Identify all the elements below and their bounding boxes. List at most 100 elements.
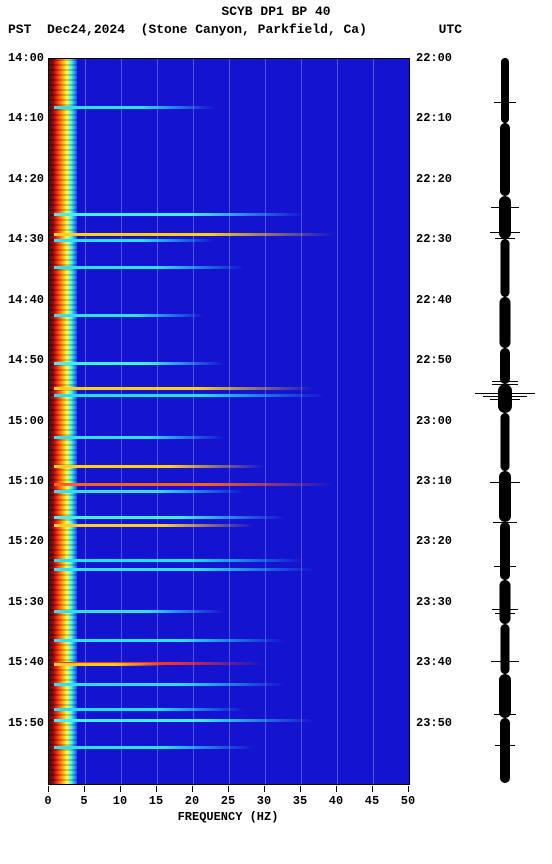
spectral-event bbox=[54, 719, 314, 722]
spectral-event bbox=[54, 266, 244, 269]
gridline bbox=[373, 59, 374, 784]
y-tick-left: 15:30 bbox=[8, 595, 44, 609]
x-tick-label: 10 bbox=[113, 794, 127, 808]
waveform-trace bbox=[470, 58, 540, 783]
spectral-event bbox=[54, 239, 214, 242]
spectral-event bbox=[54, 610, 224, 613]
spectral-event bbox=[54, 663, 164, 666]
spectral-event bbox=[54, 708, 244, 711]
y-tick-right: 23:10 bbox=[416, 474, 452, 488]
gridline bbox=[229, 59, 230, 784]
waveform-blob bbox=[499, 674, 511, 718]
spectral-event bbox=[54, 233, 334, 236]
x-tick-label: 25 bbox=[221, 794, 235, 808]
spectral-event bbox=[54, 524, 254, 527]
tz-left-label: PST Dec24,2024 (Stone Canyon, Parkfield,… bbox=[8, 22, 367, 37]
y-tick-left: 14:50 bbox=[8, 353, 44, 367]
waveform-spike bbox=[490, 482, 520, 483]
waveform-spike bbox=[495, 238, 515, 239]
waveform-blob bbox=[500, 123, 510, 196]
y-tick-left: 15:20 bbox=[8, 534, 44, 548]
x-tick bbox=[336, 786, 337, 792]
x-tick bbox=[48, 786, 49, 792]
x-tick-label: 5 bbox=[80, 794, 87, 808]
spectral-event bbox=[54, 639, 284, 642]
waveform-spike bbox=[475, 393, 535, 394]
y-tick-right: 22:30 bbox=[416, 232, 452, 246]
chart-title: SCYB DP1 BP 40 bbox=[0, 4, 552, 21]
y-tick-right: 22:10 bbox=[416, 111, 452, 125]
y-tick-left: 14:10 bbox=[8, 111, 44, 125]
x-tick bbox=[156, 786, 157, 792]
spectral-event bbox=[54, 683, 284, 686]
waveform-blob bbox=[500, 580, 511, 624]
spectral-event bbox=[54, 490, 244, 493]
waveform-blob bbox=[500, 297, 511, 348]
spectral-event bbox=[54, 106, 214, 109]
y-tick-right: 23:00 bbox=[416, 414, 452, 428]
spectral-event bbox=[54, 362, 224, 365]
x-tick bbox=[408, 786, 409, 792]
spectral-event bbox=[54, 559, 304, 562]
y-tick-right: 23:50 bbox=[416, 716, 452, 730]
y-tick-right: 23:40 bbox=[416, 655, 452, 669]
spectral-event bbox=[54, 394, 324, 397]
x-tick-label: 0 bbox=[44, 794, 51, 808]
x-tick bbox=[264, 786, 265, 792]
x-tick bbox=[372, 786, 373, 792]
waveform-spike bbox=[492, 609, 518, 610]
x-axis: FREQUENCY (HZ) 05101520253035404550 bbox=[48, 786, 408, 826]
gridline bbox=[193, 59, 194, 784]
waveform-spike bbox=[493, 522, 517, 523]
gridline bbox=[85, 59, 86, 784]
gridline bbox=[121, 59, 122, 784]
spectral-event bbox=[54, 483, 334, 486]
waveform-spike bbox=[494, 566, 516, 567]
x-tick bbox=[84, 786, 85, 792]
chart-header: SCYB DP1 BP 40 bbox=[0, 0, 552, 21]
gridline bbox=[301, 59, 302, 784]
y-tick-right: 22:40 bbox=[416, 293, 452, 307]
waveform-spike bbox=[495, 745, 515, 746]
x-tick-label: 20 bbox=[185, 794, 199, 808]
gridline bbox=[157, 59, 158, 784]
waveform-spike bbox=[492, 384, 518, 385]
waveform-blob bbox=[500, 718, 510, 783]
waveform-blob bbox=[499, 471, 511, 522]
x-tick-label: 45 bbox=[365, 794, 379, 808]
y-tick-right: 23:20 bbox=[416, 534, 452, 548]
y-axis-right: 22:0022:1022:2022:3022:4022:5023:0023:10… bbox=[414, 58, 456, 783]
waveform-spike bbox=[495, 613, 515, 614]
spectral-event bbox=[54, 746, 254, 749]
waveform-spike bbox=[490, 232, 520, 233]
x-tick bbox=[120, 786, 121, 792]
spectral-event bbox=[54, 387, 314, 390]
waveform-spike bbox=[494, 714, 516, 715]
y-tick-left: 15:50 bbox=[8, 716, 44, 730]
y-tick-left: 14:00 bbox=[8, 51, 44, 65]
x-tick-label: 30 bbox=[257, 794, 271, 808]
waveform-spike bbox=[492, 381, 518, 382]
waveform-blob bbox=[500, 348, 510, 384]
x-tick bbox=[300, 786, 301, 792]
y-axis-left: 14:0014:1014:2014:3014:4014:5015:0015:10… bbox=[4, 58, 46, 783]
spectral-event bbox=[54, 568, 314, 571]
waveform-spike bbox=[494, 102, 516, 103]
waveform-blob bbox=[501, 239, 510, 297]
gridline bbox=[337, 59, 338, 784]
y-tick-right: 22:00 bbox=[416, 51, 452, 65]
gridline bbox=[265, 59, 266, 784]
spectral-event bbox=[54, 516, 284, 519]
spectral-event bbox=[54, 314, 204, 317]
y-tick-left: 14:40 bbox=[8, 293, 44, 307]
x-tick bbox=[228, 786, 229, 792]
y-tick-left: 15:10 bbox=[8, 474, 44, 488]
spectral-event bbox=[54, 465, 264, 468]
y-tick-left: 14:30 bbox=[8, 232, 44, 246]
tz-right-label: UTC bbox=[439, 22, 462, 37]
y-tick-right: 22:20 bbox=[416, 172, 452, 186]
x-axis-title: FREQUENCY (HZ) bbox=[178, 810, 279, 824]
y-tick-left: 15:40 bbox=[8, 655, 44, 669]
y-tick-right: 23:30 bbox=[416, 595, 452, 609]
waveform-blob bbox=[501, 624, 510, 675]
